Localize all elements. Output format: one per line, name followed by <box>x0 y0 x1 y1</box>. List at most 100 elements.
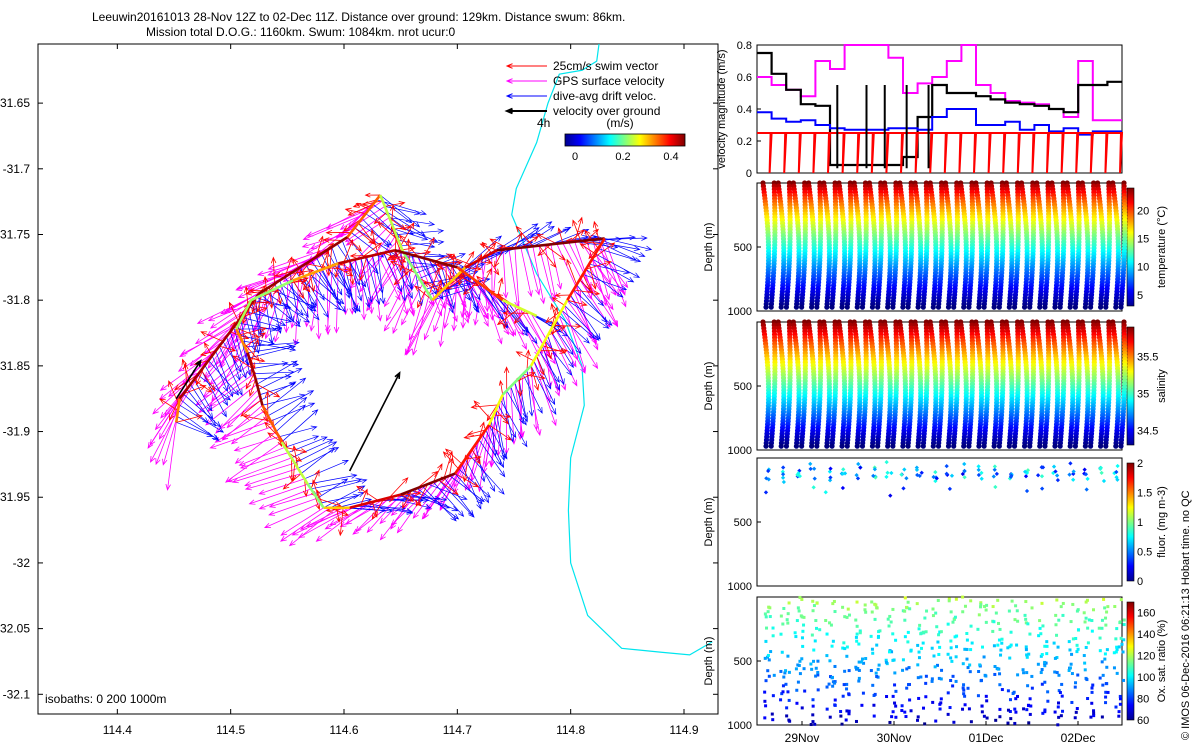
profile-point <box>1021 304 1028 310</box>
profile-point <box>981 443 987 449</box>
swim-arrow <box>245 289 273 296</box>
drift-arrow <box>341 240 361 286</box>
velocity-y-tick-label: 0.6 <box>737 72 752 84</box>
gps-arrow <box>598 248 629 289</box>
gps-arrow <box>309 269 322 332</box>
gps-arrow <box>211 346 246 402</box>
track-segment <box>292 262 339 282</box>
velocity-series-line <box>757 108 1122 136</box>
profile-point <box>799 304 805 310</box>
swim-arrow <box>256 295 262 313</box>
gps-arrow <box>273 280 294 343</box>
gps-arrow <box>526 246 541 296</box>
swim-arrow <box>343 238 354 263</box>
track-segment <box>261 404 283 443</box>
profile-point <box>1057 443 1063 449</box>
drift-arrow <box>204 365 229 406</box>
y-tick-label: 31.85 <box>0 359 30 373</box>
drift-arrow <box>541 345 561 391</box>
drift-arrow <box>275 404 306 432</box>
swim-arrow <box>574 216 583 242</box>
y-tick-label: -31.8 <box>3 293 31 307</box>
profile-point <box>809 443 815 449</box>
profile-point <box>1072 304 1078 310</box>
profile-point <box>829 443 835 449</box>
gps-arrow <box>585 269 614 311</box>
profile-point <box>905 304 911 310</box>
gps-arrow <box>206 307 249 337</box>
swim-arrow <box>553 323 582 329</box>
drift-arrow <box>558 315 590 344</box>
gps-arrow <box>407 291 441 354</box>
gps-arrow <box>257 259 312 277</box>
profile-point <box>1082 443 1088 449</box>
profile-point <box>945 304 952 310</box>
panel-frame <box>756 457 1123 587</box>
drift-arrow <box>179 398 209 424</box>
gps-arrow <box>366 251 404 312</box>
colorbar <box>564 133 686 147</box>
swim-arrow <box>536 233 557 245</box>
swim-arrow <box>245 373 255 390</box>
drift-arrow <box>310 477 363 490</box>
swim-arrow <box>547 326 567 336</box>
gps-arrow <box>439 453 470 512</box>
swim-arrow <box>482 267 492 286</box>
swim-arrow <box>573 289 601 296</box>
swim-arrow <box>522 373 546 380</box>
swim-arrow <box>457 270 463 287</box>
drift-arrow <box>361 218 390 248</box>
swim-arrow <box>276 287 283 305</box>
track-segment <box>258 236 349 295</box>
profile-point <box>920 304 926 310</box>
profile-point <box>1042 443 1048 449</box>
gps-arrow <box>280 507 324 536</box>
gps-arrow <box>383 278 420 332</box>
drift-arrow <box>284 435 320 448</box>
profile-point <box>1006 443 1012 449</box>
y-tick-label: 31.65 <box>0 96 30 110</box>
gps-arrow <box>550 330 578 387</box>
drift-arrow <box>222 341 242 373</box>
velocity-series-line <box>757 51 1122 167</box>
drift-arrow <box>261 294 301 328</box>
drift-arrow <box>438 479 475 518</box>
profile-point <box>900 443 906 449</box>
track-segment <box>456 266 504 302</box>
track-segment <box>250 279 294 302</box>
panel-colorbar-tick: 0.5 <box>1137 547 1152 559</box>
profile-point <box>991 443 997 449</box>
drift-arrow <box>454 473 483 505</box>
track-segment <box>431 266 467 302</box>
swim-arrow <box>250 338 260 364</box>
profile-point <box>935 304 942 310</box>
legend-label: 25cm/s swim vector <box>553 59 658 73</box>
gps-arrow <box>342 262 349 316</box>
drift-arrow <box>366 256 381 306</box>
profile-point <box>814 304 820 310</box>
drift-arrow <box>582 274 628 291</box>
profile-point <box>1067 304 1073 310</box>
drift-arrow <box>355 505 407 511</box>
gps-arrow <box>482 285 503 345</box>
drift-arrow <box>343 261 358 314</box>
swim-arrow <box>417 289 427 309</box>
swim-arrow <box>502 310 532 316</box>
gps-arrow <box>263 502 321 529</box>
drift-arrow <box>384 206 421 216</box>
profile-point <box>915 304 921 310</box>
swim-arrow <box>416 470 439 489</box>
drift-arrow <box>219 346 243 396</box>
drift-arrow <box>500 399 528 448</box>
profile-point <box>1027 443 1033 449</box>
swim-arrow <box>536 355 545 376</box>
track-segment <box>464 249 498 269</box>
drift-arrow <box>273 396 308 427</box>
swim-arrow <box>525 349 531 371</box>
swim-arrow <box>592 220 600 240</box>
map-frame <box>37 43 719 715</box>
gps-arrow <box>304 274 311 328</box>
coastline <box>511 44 713 656</box>
gps-arrow <box>234 431 277 464</box>
